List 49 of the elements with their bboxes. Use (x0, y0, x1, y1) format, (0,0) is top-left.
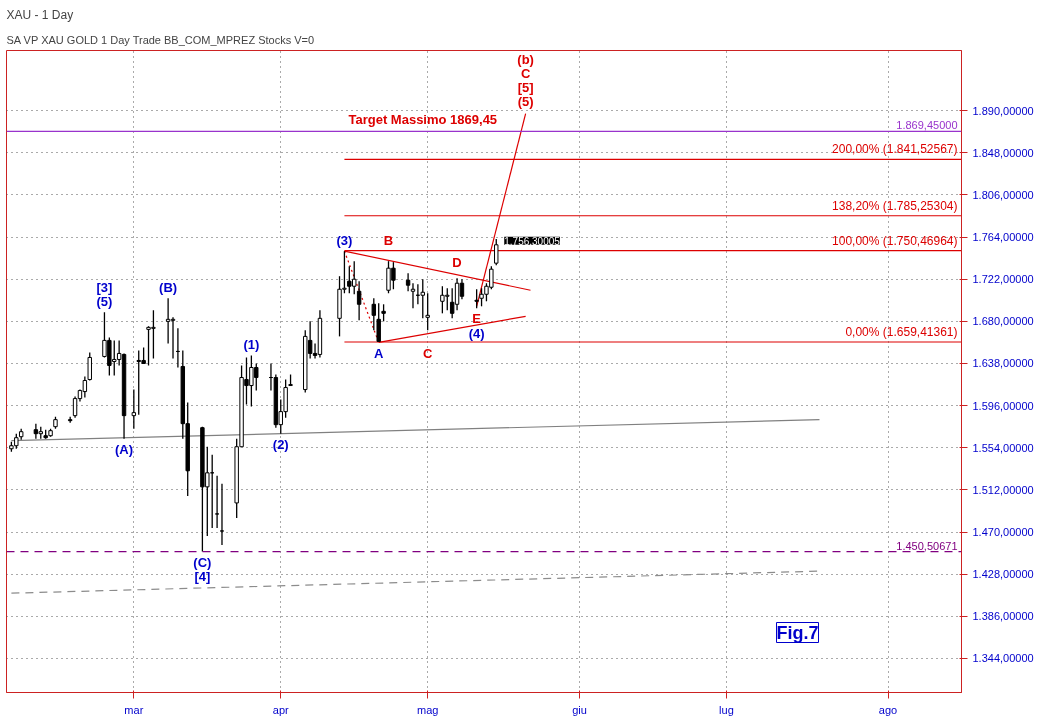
y-tick-label: 1.386,00000 (972, 610, 1034, 623)
series-label: 200,00% (1.841,52567) (832, 142, 958, 157)
annotation: (3) (336, 232, 353, 248)
y-tick-label: 1.806,00000 (972, 188, 1034, 201)
annotation: B (383, 232, 394, 248)
chart-title: XAU - 1 Day (6, 7, 74, 22)
y-tick-label: 1.764,00000 (972, 231, 1034, 244)
annotation: (B) (159, 279, 178, 295)
chart-subtitle: SA VP XAU GOLD 1 Day Trade BB_COM_MPREZ Stocks V=0 (6, 33, 315, 46)
x-tick-label: lug (719, 703, 734, 716)
x-tick-label: mag (416, 703, 439, 716)
ref-line-label: 1.869,45000 (896, 119, 958, 132)
annotation: Target Massimo 1869,45 (348, 111, 498, 127)
y-tick-label: 1.512,00000 (972, 483, 1034, 496)
annotation: (b) (517, 52, 534, 68)
y-tick-label: 1.890,00000 (972, 104, 1034, 117)
annotation: E (472, 310, 482, 326)
x-tick-label: apr (272, 703, 290, 716)
y-tick-label: 1.554,00000 (972, 441, 1034, 454)
y-tick-label: 1.638,00000 (972, 357, 1034, 370)
y-tick-label: 1.596,00000 (972, 399, 1034, 412)
annotation: (A) (115, 442, 134, 458)
y-tick-label: 1.680,00000 (972, 315, 1034, 328)
annotation: (2) (272, 437, 289, 453)
annotation: C (520, 66, 531, 82)
y-tick-label: 1.722,00000 (972, 273, 1034, 286)
annotation: (5) (517, 94, 534, 110)
annotation: [5] (517, 80, 534, 96)
annotation: (1) (243, 336, 260, 352)
annotation: (C) (193, 555, 212, 571)
y-tick-label: 1.428,00000 (972, 568, 1034, 581)
y-tick-label: 1.848,00000 (972, 146, 1034, 159)
x-tick-label: mar (124, 703, 144, 716)
x-tick-label: ago (878, 703, 898, 716)
ref-line-label: 1.450,50671 (896, 539, 958, 552)
annotation: 1.756,30005 (504, 235, 561, 247)
annotation: (4) (468, 325, 485, 341)
annotation: [4] (194, 569, 211, 585)
annotation: Fig.7 (776, 622, 819, 643)
y-tick-label: 1.470,00000 (972, 526, 1034, 538)
series-label: 138,20% (1.785,25304) (832, 198, 958, 213)
y-tick-label: 1.344,00000 (972, 652, 1034, 665)
series-label: 0,00% (1.659,41361) (845, 324, 958, 339)
x-tick-label: giu (572, 703, 587, 716)
annotation: [3] (96, 279, 113, 295)
annotation: A (374, 345, 385, 361)
annotation: D (452, 254, 462, 270)
series-label: 100,00% (1.750,46964) (832, 233, 958, 248)
annotation: C (422, 345, 433, 361)
